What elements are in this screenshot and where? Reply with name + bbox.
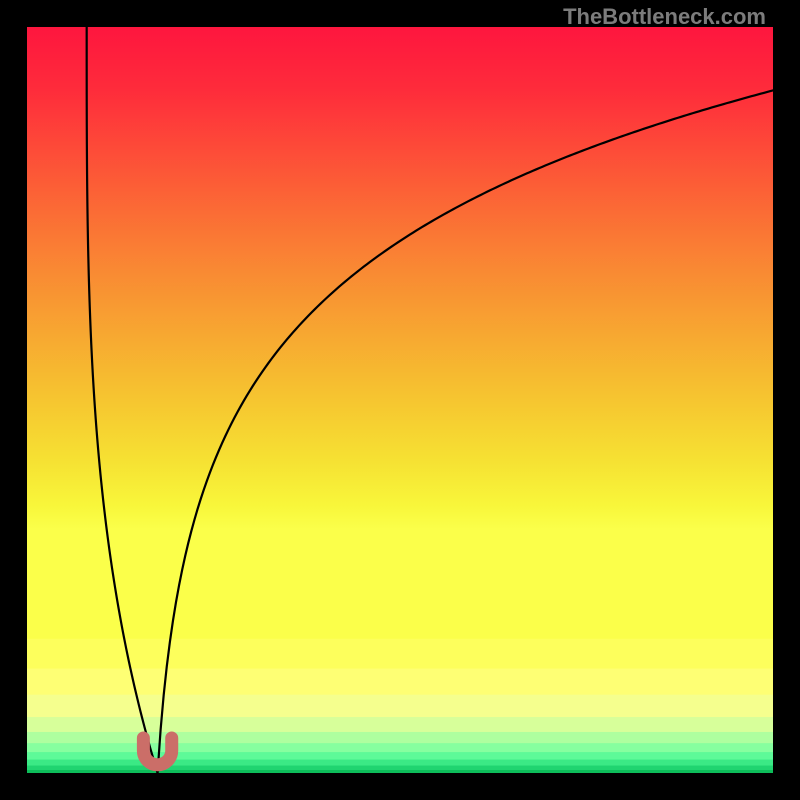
plot-area [27, 27, 773, 773]
gradient-band [27, 717, 773, 732]
gradient-band [27, 770, 773, 773]
watermark-text: TheBottleneck.com [563, 4, 766, 30]
gradient-background [27, 27, 773, 640]
gradient-band [27, 669, 773, 696]
gradient-band [27, 760, 773, 766]
figure-root: TheBottleneck.com [0, 0, 800, 800]
gradient-band [27, 639, 773, 669]
gradient-band [27, 766, 773, 771]
chart-svg [27, 27, 773, 773]
